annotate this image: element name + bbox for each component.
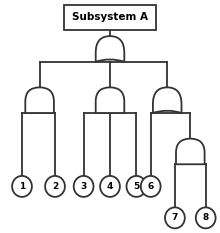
Circle shape xyxy=(12,176,32,197)
Circle shape xyxy=(45,176,65,197)
Text: Subsystem A: Subsystem A xyxy=(72,13,148,22)
Text: 2: 2 xyxy=(52,182,58,191)
Text: 5: 5 xyxy=(133,182,139,191)
PathPatch shape xyxy=(176,139,205,164)
Text: 3: 3 xyxy=(81,182,87,191)
Circle shape xyxy=(196,207,216,228)
PathPatch shape xyxy=(96,87,124,113)
FancyBboxPatch shape xyxy=(64,5,156,30)
Text: 1: 1 xyxy=(19,182,25,191)
Circle shape xyxy=(141,176,161,197)
Circle shape xyxy=(100,176,120,197)
Circle shape xyxy=(126,176,146,197)
Circle shape xyxy=(165,207,185,228)
Text: 4: 4 xyxy=(107,182,113,191)
PathPatch shape xyxy=(96,36,124,62)
Text: 6: 6 xyxy=(148,182,154,191)
Text: 7: 7 xyxy=(172,213,178,222)
PathPatch shape xyxy=(25,87,54,113)
PathPatch shape xyxy=(153,87,181,113)
Text: 8: 8 xyxy=(203,213,209,222)
Circle shape xyxy=(74,176,94,197)
